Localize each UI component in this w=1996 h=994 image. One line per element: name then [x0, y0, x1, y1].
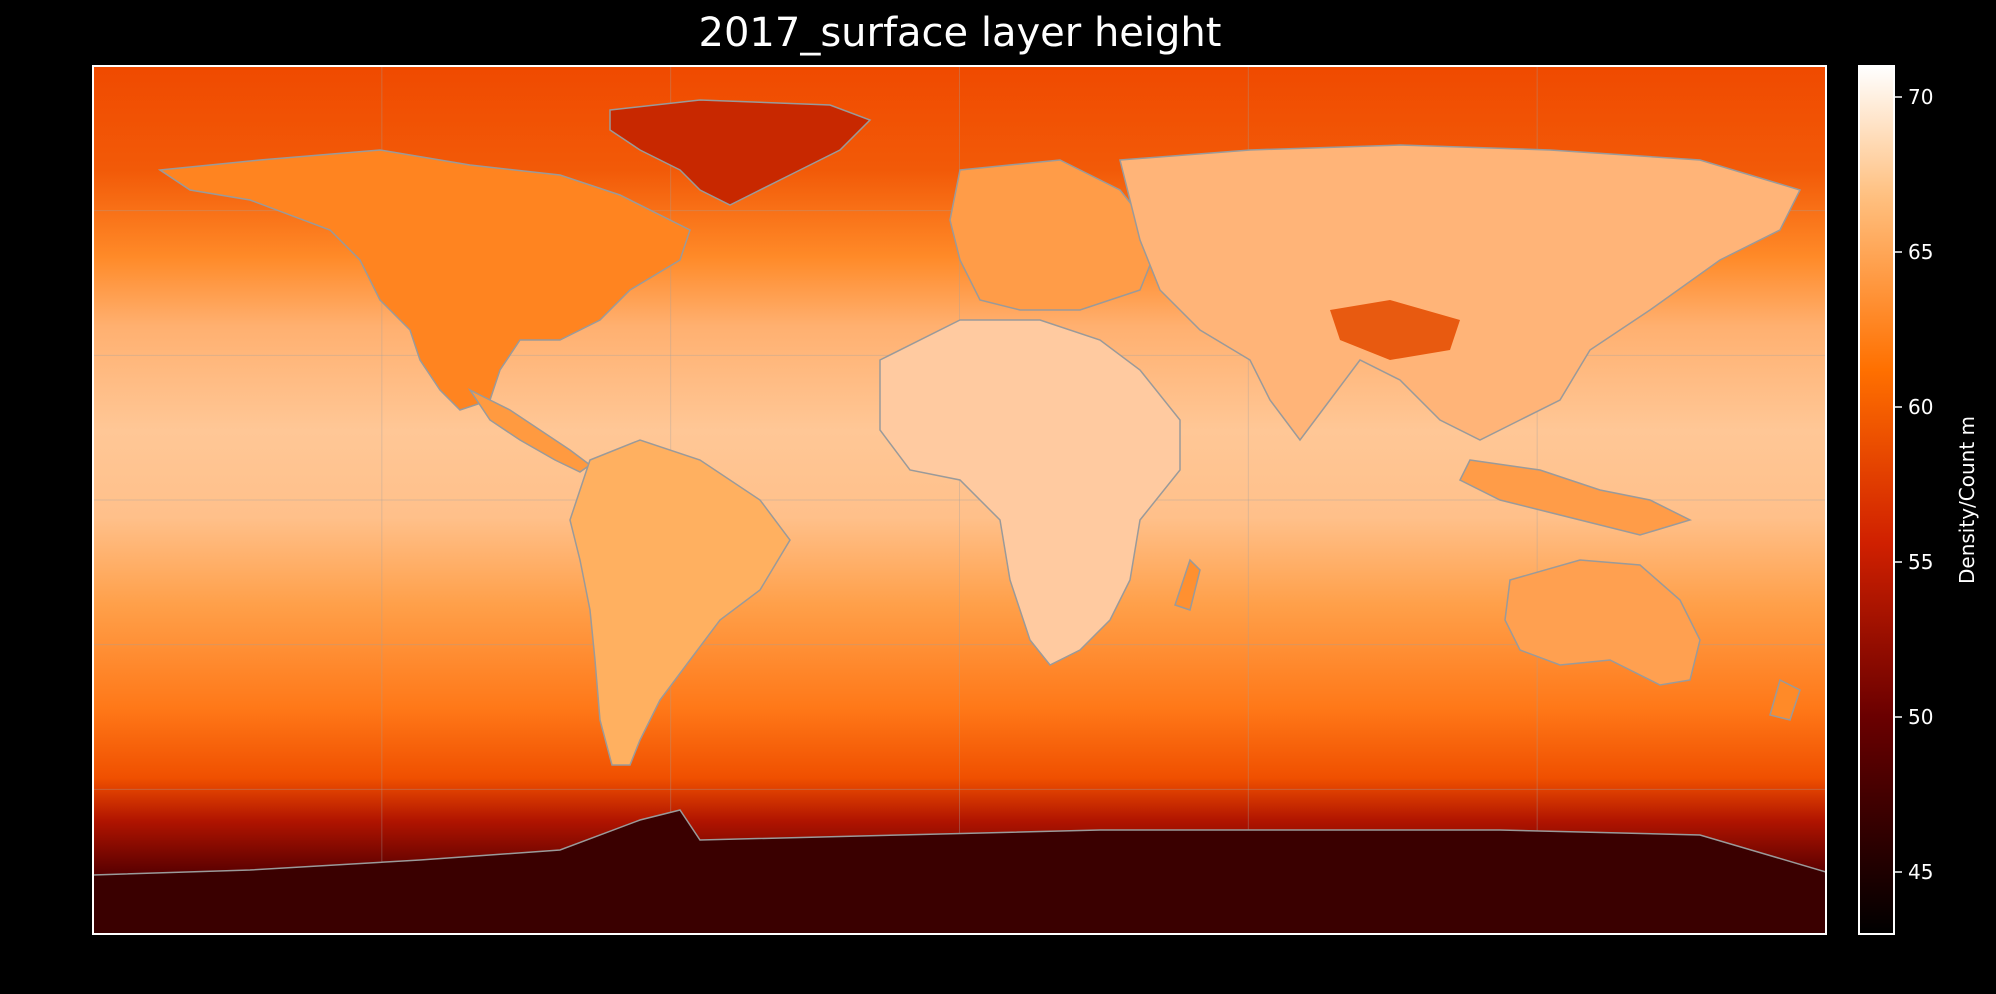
- australia: [1504, 559, 1701, 686]
- europe: [949, 159, 1161, 311]
- map-area: [93, 66, 1826, 934]
- colorbar-tick-label: 60: [1908, 395, 1933, 419]
- madagascar: [1174, 558, 1201, 611]
- colorbar-ticks: 45 50 55 60 65 70: [1894, 85, 1933, 884]
- colorbar-tick-label: 45: [1908, 860, 1933, 884]
- new-zealand: [1769, 678, 1801, 721]
- colorbar-gradient: [1858, 65, 1895, 935]
- south-america: [569, 439, 791, 766]
- colorbar-tick-label: 55: [1908, 550, 1933, 574]
- greenland: [609, 99, 872, 206]
- antarctica: [93, 809, 1826, 934]
- map-title: 2017_surface layer height: [698, 10, 1222, 56]
- indonesia: [1458, 459, 1693, 536]
- north-america: [157, 149, 691, 411]
- colorbar-tick-label: 50: [1908, 705, 1933, 729]
- tibetan-plateau: [1330, 300, 1460, 360]
- colorbar-tick-label: 70: [1908, 85, 1933, 109]
- colorbar-tick-label: 65: [1908, 240, 1933, 264]
- africa: [879, 319, 1181, 666]
- map-frame: [92, 65, 1827, 935]
- asia: [1119, 144, 1802, 442]
- colorbar-label: Density/Count m: [1955, 416, 1979, 584]
- colorbar: 45 50 55 60 65 70 Density/Count m: [1858, 65, 1979, 935]
- central-america: [467, 388, 592, 473]
